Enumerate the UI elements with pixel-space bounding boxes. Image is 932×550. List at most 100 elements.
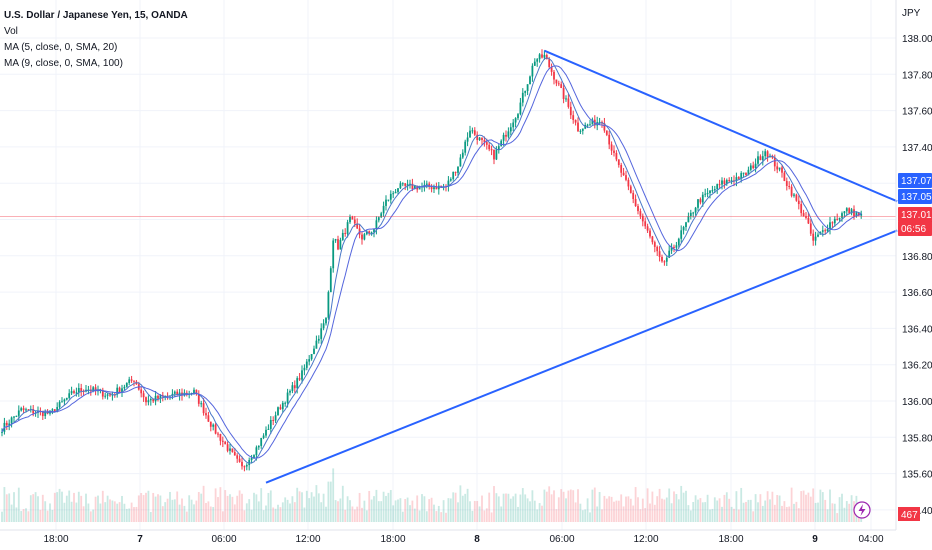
volume-bar	[188, 495, 191, 522]
candle-body	[658, 251, 661, 257]
volume-bar	[147, 490, 150, 522]
volume-bar	[495, 493, 498, 522]
volume-bar	[125, 508, 128, 522]
volume-bar	[773, 504, 776, 522]
volume-bar	[425, 511, 428, 522]
volume-bar	[255, 494, 258, 522]
volume-bar	[413, 508, 416, 522]
candle-body	[589, 124, 591, 126]
volume-bar	[51, 509, 54, 522]
symbol-title[interactable]: U.S. Dollar / Japanese Yen, 15, OANDA	[4, 10, 188, 21]
candle-body	[65, 397, 68, 400]
volume-bar	[812, 488, 815, 522]
candle-body	[781, 167, 783, 173]
volume-bar	[356, 506, 359, 522]
candle-body	[461, 152, 464, 158]
volume-bar	[63, 502, 66, 522]
candle-body	[725, 180, 728, 184]
volume-bar	[473, 500, 476, 522]
candle-body	[548, 59, 551, 67]
volume-bar	[699, 498, 702, 522]
candle-body	[226, 444, 229, 451]
volume-bar	[332, 468, 335, 522]
volume-bar	[737, 509, 740, 522]
price-tick-label: 137.400	[902, 143, 932, 154]
candle-body	[641, 215, 644, 222]
candle-body	[500, 140, 503, 147]
volume-bar	[135, 506, 138, 522]
ma2-indicator-label[interactable]: MA (9, close, 0, SMA, 100)	[4, 58, 123, 69]
candle-body	[173, 391, 176, 394]
candle-body	[375, 220, 378, 230]
candle-body	[154, 395, 157, 402]
candle-body	[514, 118, 517, 123]
candle-body	[20, 408, 23, 411]
volume-bar	[668, 488, 671, 522]
volume-bar	[34, 492, 37, 522]
candle-body	[377, 217, 380, 221]
trendline-upper[interactable]	[544, 49, 898, 203]
volume-bar	[70, 501, 73, 522]
volume-bar	[164, 502, 167, 522]
volume-bar	[632, 505, 635, 522]
candle-body	[413, 185, 416, 190]
candle-body	[529, 76, 531, 85]
volume-bar	[329, 481, 332, 522]
volume-bar	[673, 491, 675, 522]
volume-bar	[622, 506, 625, 522]
volume-bar	[248, 499, 251, 522]
volume-bar	[322, 493, 325, 522]
candle-body	[214, 424, 217, 434]
candle-body	[10, 417, 13, 424]
vol-indicator-label[interactable]: Vol	[4, 26, 18, 37]
lightning-icon[interactable]	[853, 501, 871, 519]
candle-body	[519, 102, 522, 115]
volume-bar	[725, 492, 728, 522]
candle-body	[111, 394, 114, 396]
candle-body	[788, 185, 791, 187]
candle-body	[749, 165, 752, 170]
volume-bar	[464, 493, 467, 522]
price-tag-box	[898, 207, 932, 222]
candle-body	[553, 71, 555, 80]
volume-bar	[190, 499, 193, 522]
price-axis[interactable]: JPY138.000137.800137.600137.400137.20013…	[895, 0, 932, 530]
candle-body	[742, 172, 745, 174]
candle-body	[291, 385, 294, 391]
time-tick-label: 7	[137, 534, 143, 545]
candle-body	[281, 402, 284, 410]
volume-bar	[411, 500, 414, 522]
candle-body	[130, 379, 133, 381]
trendlines[interactable]	[265, 49, 898, 484]
trendline-lower[interactable]	[265, 229, 898, 484]
volume-bar	[128, 508, 131, 522]
time-axis[interactable]: 18:00 7 06:00 12:00 18:00 8 06:00 12:00 18:00 9 04…	[0, 529, 896, 545]
currency-label: JPY	[902, 8, 921, 19]
candle-body	[243, 466, 246, 468]
volume-bar	[279, 507, 282, 522]
price-tick-label: 136.600	[902, 288, 932, 299]
candle-body	[368, 231, 371, 233]
volume-bar	[149, 512, 152, 522]
volume-bar	[783, 501, 786, 522]
volume-bar	[32, 494, 35, 522]
volume-bar	[653, 504, 656, 522]
candle-body	[320, 328, 323, 339]
candle-body	[303, 367, 306, 371]
candle-body	[440, 185, 443, 187]
volume-bar	[17, 487, 20, 522]
candle-body	[555, 79, 558, 84]
volume-bar	[161, 506, 164, 522]
candle-body	[236, 455, 239, 459]
candle-body	[116, 387, 119, 395]
candle-body	[385, 199, 387, 206]
volume-bar	[500, 506, 503, 522]
candle-body	[356, 223, 359, 229]
candle-body	[745, 172, 747, 176]
candle-body	[517, 114, 519, 119]
volume-bar	[769, 499, 771, 522]
candle-body	[1, 431, 3, 433]
candle-body	[665, 257, 668, 262]
ma1-indicator-label[interactable]: MA (5, close, 0, SMA, 20)	[4, 42, 118, 53]
